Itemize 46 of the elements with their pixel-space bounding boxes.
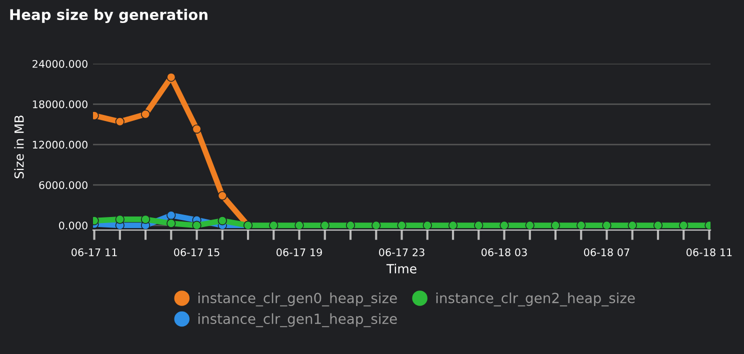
x-tick-label: 06-18 03 <box>482 248 527 256</box>
point <box>397 220 406 230</box>
point <box>653 220 663 230</box>
legend-label: instance_clr_gen2_heap_size <box>436 292 635 306</box>
x-tick-label: 06-17 11 <box>72 248 117 256</box>
point <box>115 214 124 224</box>
point <box>372 220 381 230</box>
point <box>218 216 227 226</box>
y-tick-label: 24000.000 <box>32 60 88 68</box>
point <box>320 220 330 230</box>
x-tick-label: 06-18 07 <box>584 248 630 256</box>
point <box>500 220 509 230</box>
point <box>192 220 202 230</box>
point <box>628 220 637 230</box>
y-tick-label: 6000.000 <box>39 181 88 190</box>
point <box>448 220 458 230</box>
chart-title: Heap size by generation <box>10 8 208 24</box>
legend-label: instance_clr_gen0_heap_size <box>198 292 397 306</box>
point <box>218 191 227 200</box>
y-tick-label: 18000.000 <box>32 100 88 108</box>
point <box>550 220 560 230</box>
legend-label: instance_clr_gen1_heap_size <box>198 313 397 328</box>
point <box>166 218 176 228</box>
point <box>294 220 304 230</box>
point <box>422 220 432 230</box>
x-axis-title: Time <box>386 264 416 274</box>
point <box>602 220 612 230</box>
point <box>192 124 202 134</box>
point <box>346 220 356 230</box>
point <box>140 214 150 224</box>
point <box>166 72 176 82</box>
point <box>140 110 150 119</box>
point <box>474 220 484 230</box>
point <box>269 220 278 230</box>
x-tick-label: 06-17 19 <box>276 248 322 256</box>
y-tick-label: 12000.000 <box>32 140 88 149</box>
y-tick-label: 0.000 <box>59 222 88 230</box>
point <box>166 210 176 220</box>
point <box>679 220 688 230</box>
point <box>576 220 586 230</box>
x-tick-label: 06-18 11 <box>686 248 732 256</box>
y-axis-title: Size in MB <box>14 116 24 178</box>
point <box>525 220 534 230</box>
x-tick-label: 06-17 23 <box>379 248 424 256</box>
point <box>115 117 124 126</box>
x-tick-label: 06-17 15 <box>174 248 220 256</box>
